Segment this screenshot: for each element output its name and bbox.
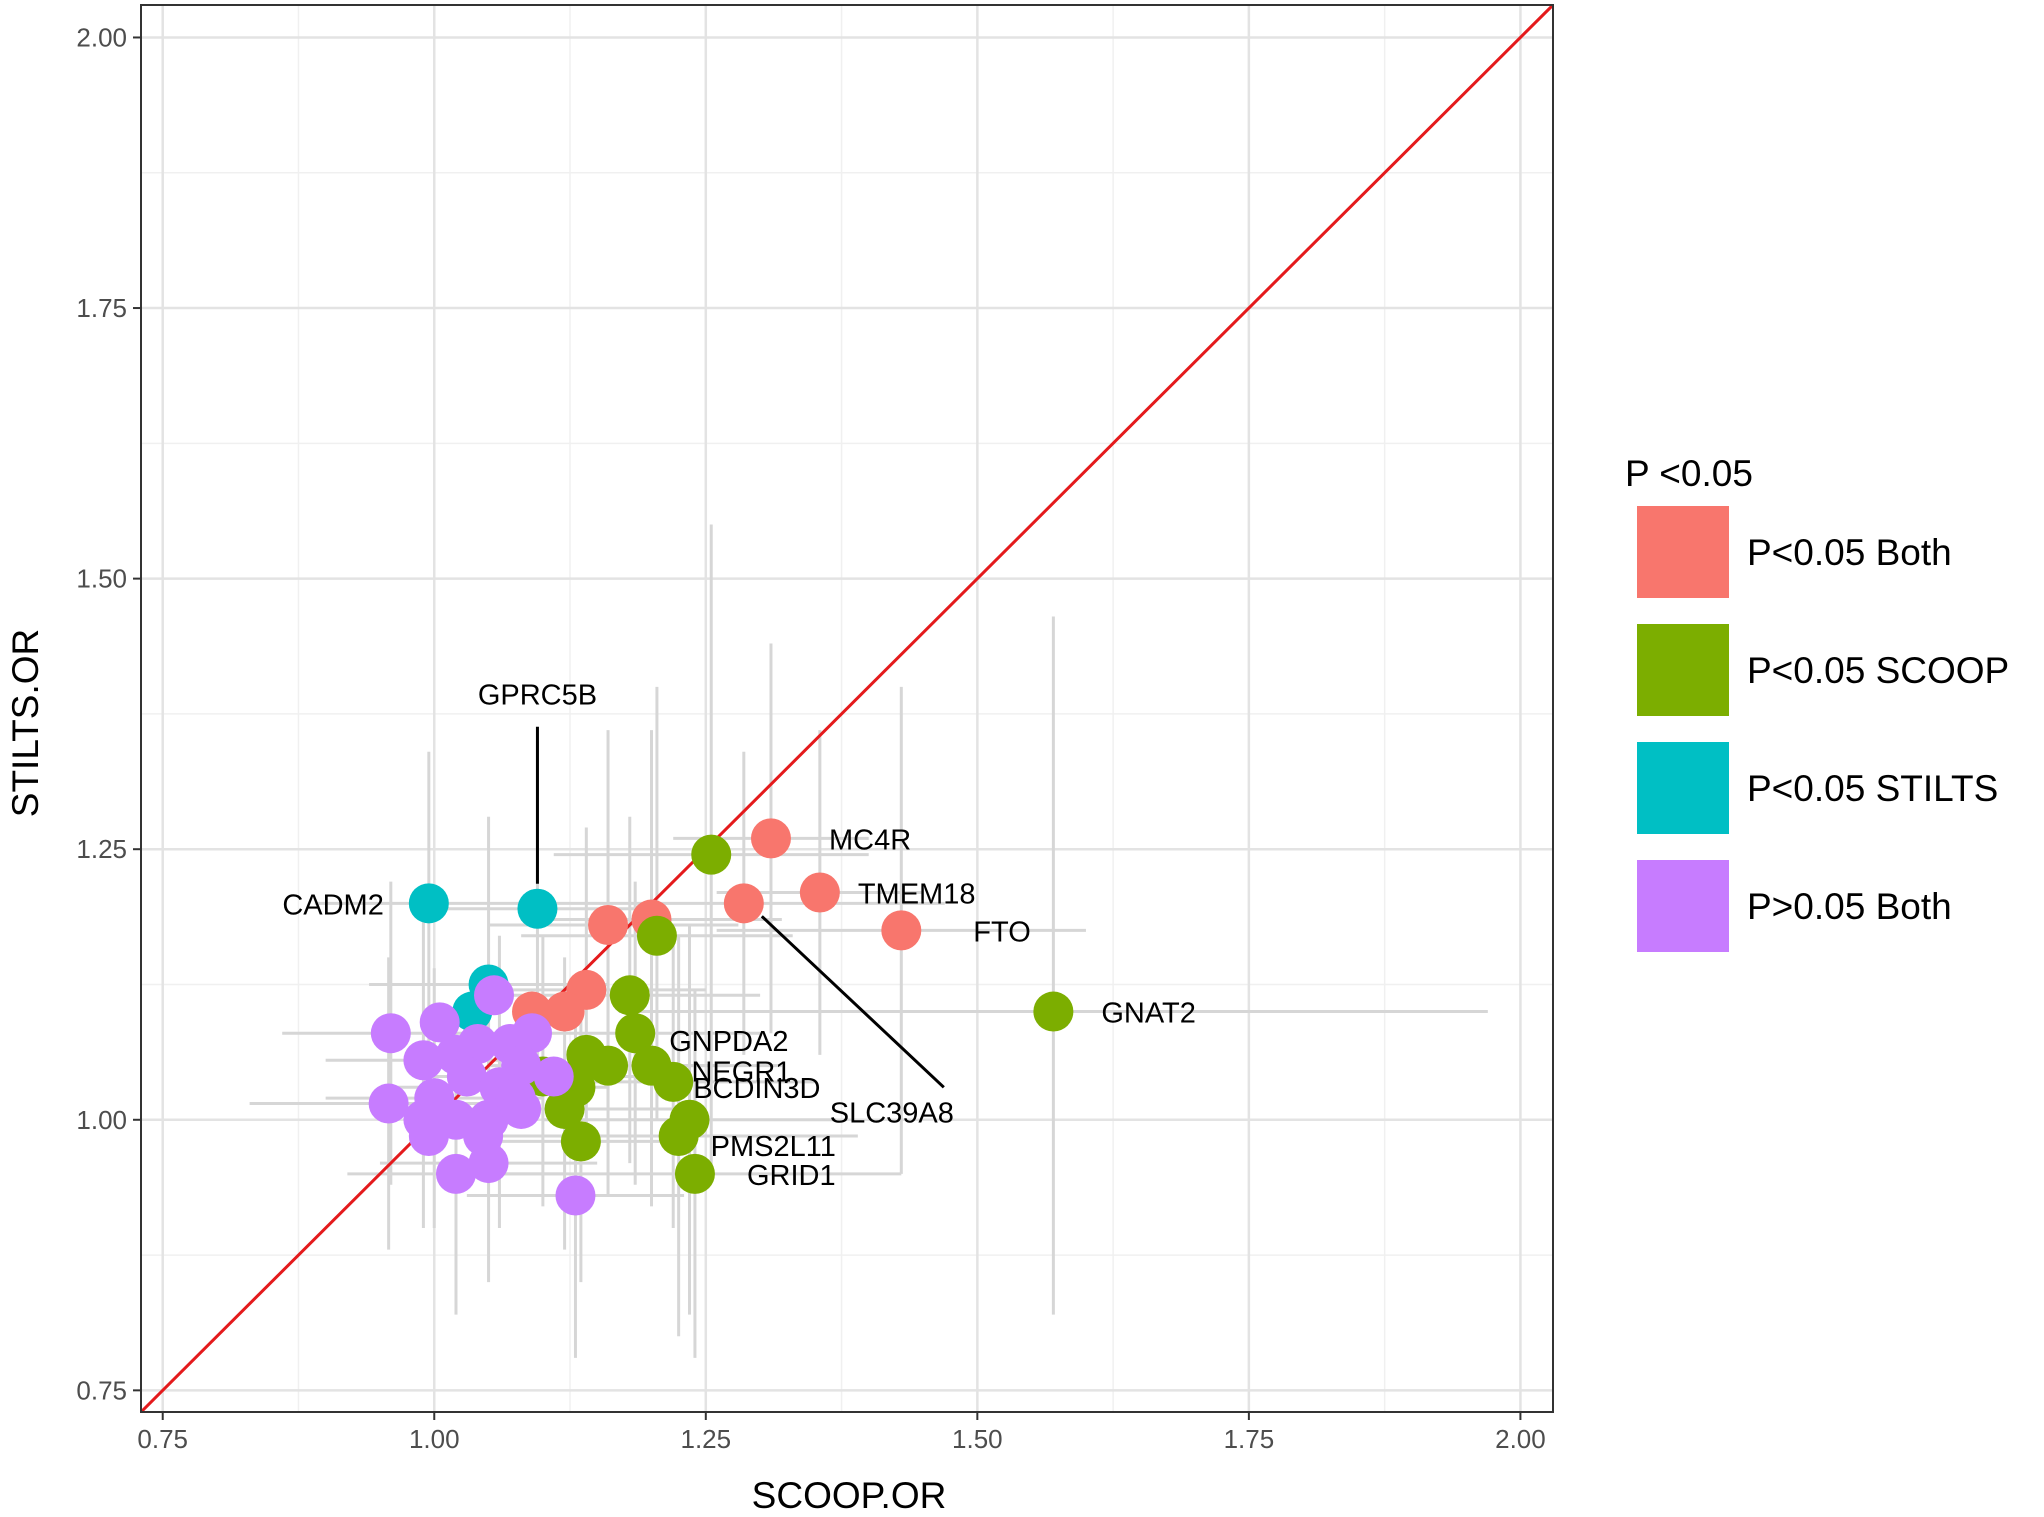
label-leader-line (760, 915, 945, 1089)
x-tick-label: 1.00 (409, 1424, 460, 1454)
y-axis-title: STILTS.OR (5, 629, 46, 817)
data-point (474, 975, 514, 1016)
x-axis-title: SCOOP.OR (752, 1475, 947, 1516)
data-point (658, 1116, 699, 1157)
data-point (468, 1143, 509, 1184)
gene-label: CADM2 (282, 889, 384, 921)
y-tick-label: 1.50 (76, 564, 127, 594)
data-points (368, 818, 1074, 1216)
gene-label: MC4R (829, 824, 911, 856)
data-point (555, 1175, 596, 1216)
axis-ticks: 0.75 1.00 1.25 1.50 1.75 2.00 0.75 1.00 1.25 1.50… (76, 22, 1545, 1454)
legend-label: P<0.05 Both (1747, 532, 1952, 573)
data-point (609, 975, 650, 1016)
legend-items: P<0.05 Both P<0.05 SCOOP P<0.05 STILTS P>0.… (1637, 506, 2009, 952)
x-tick-label: 2.00 (1495, 1424, 1546, 1454)
gene-label: GRID1 (747, 1160, 836, 1192)
y-tick-label: 1.25 (76, 834, 127, 864)
identity-line (139, 3, 1555, 1414)
x-tick-label: 1.50 (952, 1424, 1003, 1454)
gene-label: SLC39A8 (830, 1097, 954, 1129)
data-point (512, 1013, 553, 1054)
gene-label: GNAT2 (1101, 998, 1196, 1030)
data-point (691, 834, 732, 875)
data-point (457, 1024, 498, 1065)
gene-label: GPRC5B (478, 680, 597, 712)
legend-label: P>0.05 Both (1747, 886, 1952, 927)
gene-label: GNPDA2 (669, 1026, 788, 1058)
legend-key (1637, 624, 1729, 716)
gene-label: BCDIN3D (693, 1073, 820, 1105)
legend-title: P <0.05 (1625, 453, 1753, 494)
data-point (368, 1083, 409, 1124)
x-tick-label: 1.75 (1224, 1424, 1275, 1454)
data-point (544, 1088, 585, 1129)
y-tick-label: 2.00 (76, 22, 127, 52)
data-point (560, 1121, 601, 1162)
data-point (403, 1040, 444, 1081)
data-point (517, 888, 558, 929)
data-point (674, 1153, 715, 1194)
data-point (533, 1056, 574, 1097)
data-point (408, 883, 449, 924)
gene-label: FTO (973, 916, 1030, 948)
data-point (408, 1116, 449, 1157)
data-point (881, 910, 922, 951)
data-point (1033, 991, 1074, 1032)
data-point (419, 1002, 460, 1043)
data-point (615, 1013, 656, 1054)
gene-label: NEGR1 (691, 1057, 791, 1089)
y-tick-label: 1.75 (76, 293, 127, 323)
data-point (446, 1056, 487, 1097)
y-tick-label: 1.00 (76, 1105, 127, 1135)
x-tick-label: 0.75 (137, 1424, 188, 1454)
data-point (501, 1088, 542, 1129)
legend-key (1637, 506, 1729, 598)
identity-reference-line (139, 3, 1555, 1414)
data-point (636, 915, 677, 956)
y-tick-label: 0.75 (76, 1375, 127, 1405)
gene-label: TMEM18 (858, 878, 976, 910)
legend-key (1637, 860, 1729, 952)
legend-label: P<0.05 SCOOP (1747, 650, 2009, 691)
data-point (750, 818, 791, 859)
data-point (370, 1013, 411, 1054)
plot-panel-border (140, 4, 1554, 1413)
x-tick-label: 1.25 (680, 1424, 731, 1454)
data-point (566, 1034, 607, 1075)
data-point (435, 1153, 476, 1194)
data-point (723, 883, 764, 924)
gene-label: PMS2L11 (711, 1131, 836, 1163)
data-point (799, 872, 840, 913)
legend-key (1637, 742, 1729, 834)
data-point (544, 991, 585, 1032)
legend: P <0.05 P<0.05 Both P<0.05 SCOOP P<0.05 ST… (1625, 453, 2009, 952)
data-point (588, 904, 629, 945)
gene-labels: MC4R TMEM18 FTO SLC39A8 GNAT2 GNPDA2NEGR1BCDI… (282, 680, 1196, 1192)
data-point (653, 1061, 694, 1102)
legend-label: P<0.05 STILTS (1747, 768, 1998, 809)
